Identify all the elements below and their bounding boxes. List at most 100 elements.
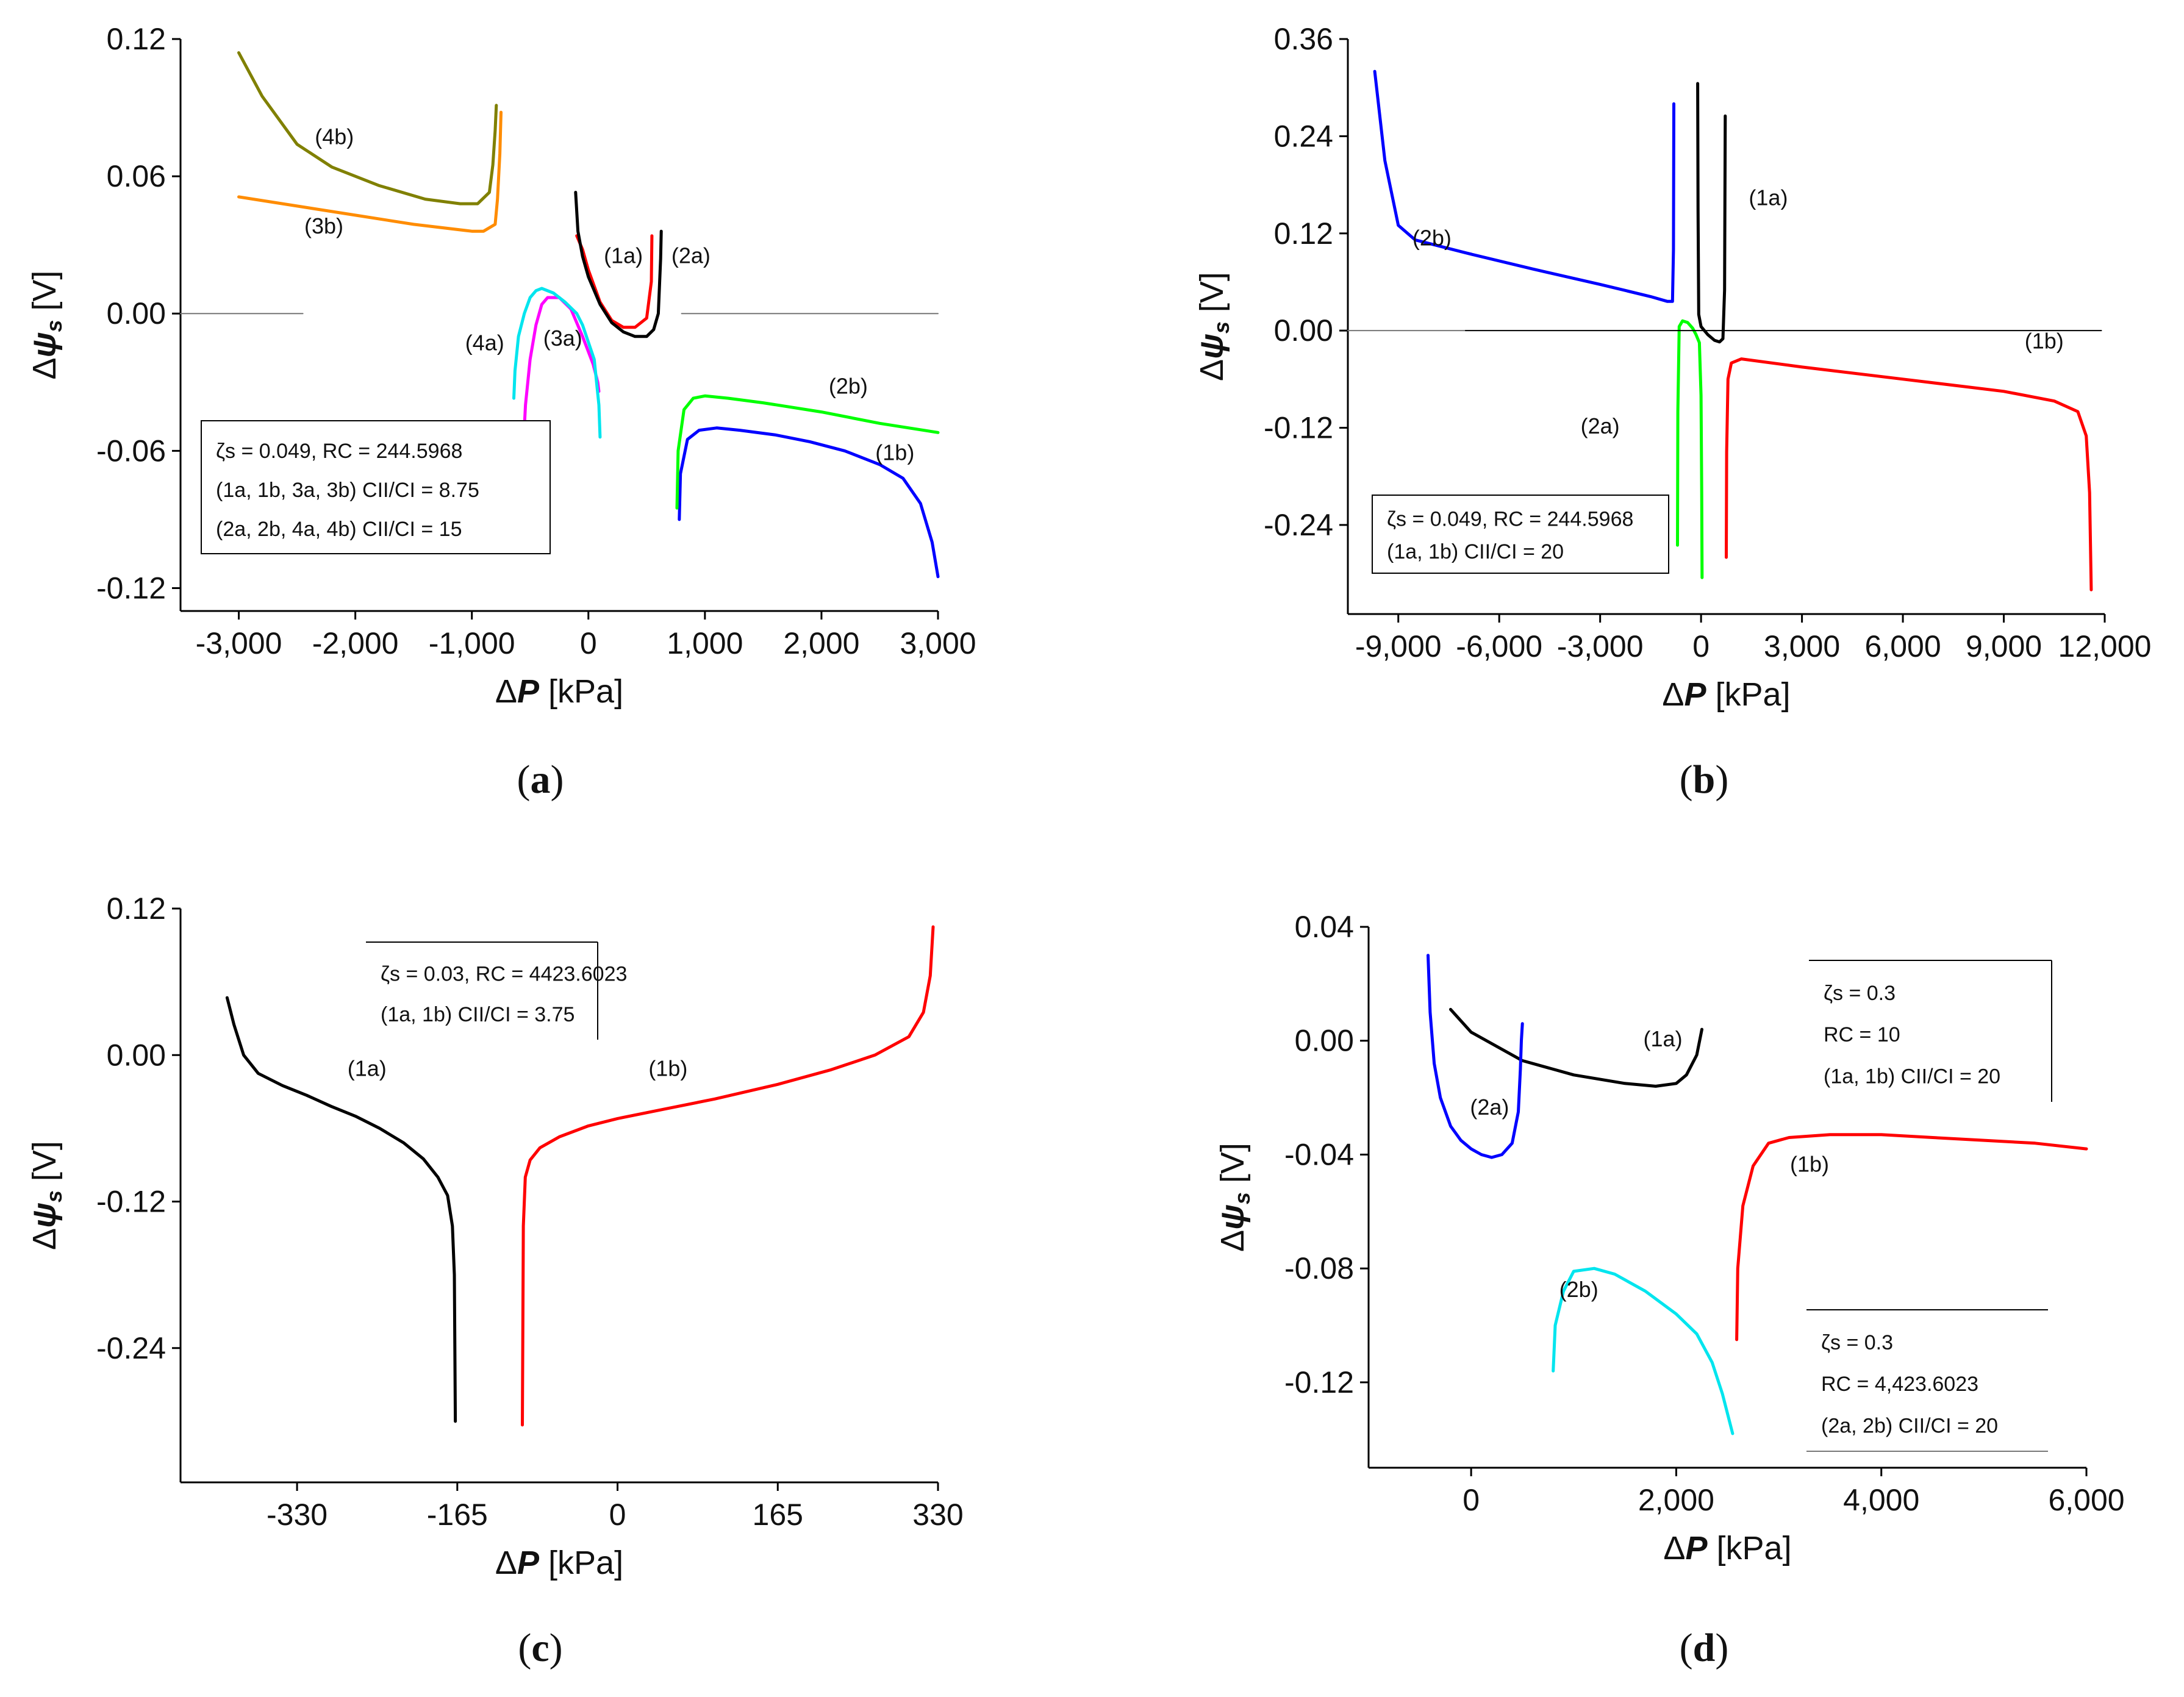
y-tick-label: 0.04 xyxy=(1295,910,1354,944)
x-tick-label: 0 xyxy=(580,626,597,660)
y-tick-label: -0.12 xyxy=(96,571,166,605)
series-line-1a xyxy=(225,996,457,1423)
legend: ζs = 0.049, RC = 244.5968 (1a, 1b, 3a, 3b… xyxy=(201,420,551,554)
y-tick-label: -0.24 xyxy=(1264,508,1333,542)
curve-label: (1a) xyxy=(1644,1026,1683,1051)
y-tick-label: -0.12 xyxy=(1264,411,1333,445)
panel-d: 0 2,000 4,000 6,000 -0.12 -0.08 -0.04 0.00 0.04 Δ… xyxy=(1214,910,2125,1670)
y-axis-label: Δψs [V] xyxy=(26,271,66,380)
series-line-4a xyxy=(512,287,602,439)
legend-entry: (2a, 2b, 4a, 4b) CII/CI = 15 xyxy=(216,518,462,541)
y-tick-label: 0.24 xyxy=(1274,119,1333,153)
x-tick-label: 330 xyxy=(912,1498,963,1532)
x-tick-label: 165 xyxy=(753,1498,803,1532)
legend-entry: RC = 10 xyxy=(1824,1023,1900,1046)
panel-c: -330 -165 0 165 330 -0.24 -0.12 0.00 0.12 ΔP [kPa… xyxy=(26,891,964,1670)
series-line-1b xyxy=(1725,357,2093,591)
panel-caption: (d) xyxy=(1680,1626,1729,1670)
x-tick-label: -9,000 xyxy=(1355,629,1442,663)
series-line-3b xyxy=(237,110,503,233)
x-axis-label: ΔP [kPa] xyxy=(495,673,623,710)
y-tick-label: 0.12 xyxy=(107,891,166,926)
series-line-2a xyxy=(574,190,663,338)
y-tick-label: 0.12 xyxy=(1274,216,1333,251)
y-axis-label: Δψs [V] xyxy=(1194,272,1234,381)
y-tick-label: -0.12 xyxy=(96,1185,166,1219)
series-line-2a xyxy=(1427,954,1524,1159)
legend-entry: ζs = 0.3 xyxy=(1824,982,1896,1005)
y-axis-label: Δψs [V] xyxy=(1214,1143,1255,1252)
y-tick-label: -0.24 xyxy=(96,1331,166,1365)
curve-label: (1a) xyxy=(1749,185,1788,210)
x-tick-label: 6,000 xyxy=(1865,629,1941,663)
legend-entry: (1a, 1b) CII/CI = 3.75 xyxy=(381,1003,575,1026)
series-line-4b xyxy=(237,51,498,205)
x-axis-label: ΔP [kPa] xyxy=(1663,1530,1791,1567)
curve-label: (1b) xyxy=(1790,1151,1829,1176)
legend: ζs = 0.3 RC = 10 (1a, 1b) CII/CI = 20 xyxy=(1809,960,2052,1102)
x-tick-label: 0 xyxy=(1463,1483,1480,1517)
curve-label: (2b) xyxy=(829,374,868,399)
legend-entry: ζs = 0.03, RC = 4423.6023 xyxy=(381,962,627,985)
panel-a: -3,000 -2,000 -1,000 0 1,000 2,000 3,000 -0.12 -… xyxy=(26,22,976,802)
legend-entry: (1a, 1b) CII/CI = 20 xyxy=(1824,1065,2000,1088)
legend-entry: (1a, 1b) CII/CI = 20 xyxy=(1387,540,1564,563)
x-tick-label: -3,000 xyxy=(196,626,282,660)
curve-label: (3b) xyxy=(304,213,343,238)
x-tick-label: -6,000 xyxy=(1456,629,1542,663)
legend-secondary: ζs = 0.3 RC = 4,423.6023 (2a, 2b) CII/CI =… xyxy=(1806,1309,2048,1452)
y-tick-label: -0.12 xyxy=(1284,1365,1354,1399)
series-line-1a xyxy=(1696,82,1727,344)
series-line-1b xyxy=(521,925,935,1427)
panel-caption: (a) xyxy=(517,757,564,802)
x-axis-label: ΔP [kPa] xyxy=(1662,676,1790,713)
panel-caption: (b) xyxy=(1680,757,1729,802)
x-tick-label: 3,000 xyxy=(1764,629,1840,663)
curve-label: (1b) xyxy=(2025,328,2064,353)
y-tick-label: 0.06 xyxy=(107,159,166,193)
curve-label: (1b) xyxy=(648,1056,687,1081)
y-tick-label: 0.00 xyxy=(107,296,166,330)
y-axis-label: Δψs [V] xyxy=(26,1141,66,1250)
legend: ζs = 0.049, RC = 244.5968 (1a, 1b) CII/CI… xyxy=(1372,495,1669,574)
series-line-1b xyxy=(678,426,940,579)
curve-label: (1a) xyxy=(348,1056,387,1081)
series-line-3a xyxy=(523,296,601,430)
curve-label: (4a) xyxy=(465,330,504,355)
legend-entry: (2a, 2b) CII/CI = 20 xyxy=(1821,1414,1998,1437)
legend-entry: RC = 4,423.6023 xyxy=(1821,1373,1978,1396)
x-tick-label: 1,000 xyxy=(667,626,743,660)
series-line-1a xyxy=(1449,1007,1703,1088)
curve-label: (3a) xyxy=(543,326,582,351)
y-tick-label: -0.04 xyxy=(1284,1137,1354,1171)
x-tick-label: 2,000 xyxy=(1638,1483,1714,1517)
legend-entry: ζs = 0.3 xyxy=(1821,1331,1893,1354)
curve-label: (2a) xyxy=(671,243,711,268)
y-tick-label: 0.12 xyxy=(107,22,166,56)
series-line-2a xyxy=(1676,319,1704,579)
x-tick-label: -3,000 xyxy=(1557,629,1644,663)
curve-label: (2a) xyxy=(1581,413,1620,438)
y-tick-label: 0.00 xyxy=(107,1038,166,1072)
x-axis-label: ΔP [kPa] xyxy=(495,1545,623,1581)
x-tick-label: 9,000 xyxy=(1966,629,2042,663)
x-tick-label: 6,000 xyxy=(2048,1483,2124,1517)
curve-label: (1a) xyxy=(604,243,643,268)
x-tick-label: 2,000 xyxy=(783,626,859,660)
legend-entry: ζs = 0.049, RC = 244.5968 xyxy=(216,440,462,463)
y-tick-label: -0.06 xyxy=(96,434,166,468)
curve-label: (1b) xyxy=(875,440,914,465)
curve-label: (4b) xyxy=(315,124,354,149)
series-line-1b xyxy=(1735,1133,2088,1342)
series-line-2b xyxy=(1373,70,1675,303)
legend-entry: ζs = 0.049, RC = 244.5968 xyxy=(1387,508,1633,531)
series-line-1a xyxy=(575,234,654,329)
curve-label: (2b) xyxy=(1559,1277,1599,1302)
x-tick-label: -1,000 xyxy=(429,626,515,660)
panel-b: -9,000 -6,000 -3,000 0 3,000 6,000 9,000 12,000… xyxy=(1194,22,2151,802)
x-tick-label: 4,000 xyxy=(1843,1483,1919,1517)
x-tick-label: 3,000 xyxy=(900,626,976,660)
x-tick-label: -2,000 xyxy=(312,626,399,660)
x-tick-label: -330 xyxy=(267,1498,328,1532)
